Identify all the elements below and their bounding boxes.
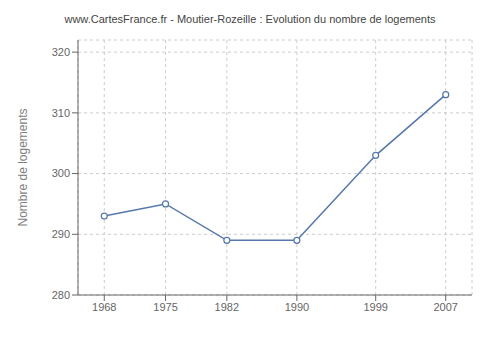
svg-text:280: 280 [52, 289, 70, 301]
svg-text:1975: 1975 [153, 301, 177, 313]
svg-text:290: 290 [52, 228, 70, 240]
svg-text:300: 300 [52, 167, 70, 179]
svg-text:1968: 1968 [92, 301, 116, 313]
svg-text:1982: 1982 [215, 301, 239, 313]
svg-text:1990: 1990 [285, 301, 309, 313]
svg-text:Nombre de logements: Nombre de logements [16, 108, 30, 226]
svg-text:310: 310 [52, 107, 70, 119]
svg-text:320: 320 [52, 46, 70, 58]
html-text:www.CartesFrance.fr - Moutier-: www.CartesFrance.fr - Moutier-Rozeille :… [64, 13, 436, 25]
svg-text:2007: 2007 [433, 301, 457, 313]
svg-text:1999: 1999 [363, 301, 387, 313]
